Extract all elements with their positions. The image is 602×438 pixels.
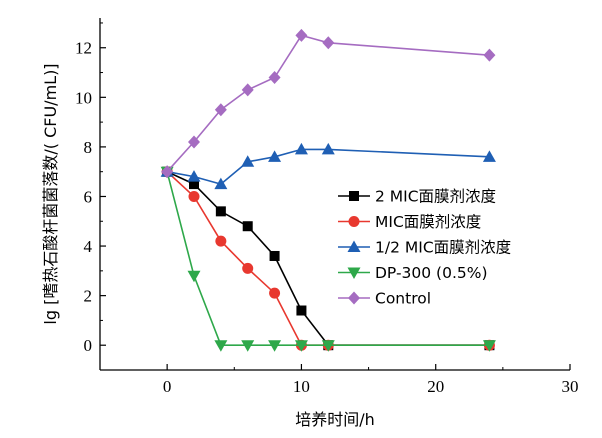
y-tick-label: 10	[75, 88, 92, 107]
data-point	[322, 36, 335, 50]
axes: 0 10 20 30 0 2 4 6 8 10 12	[75, 18, 579, 396]
data-point	[215, 235, 227, 247]
legend-item: 2 MIC面膜剂浓度	[338, 188, 496, 206]
legend-item: MIC面膜剂浓度	[338, 213, 481, 231]
data-point	[187, 270, 201, 283]
series-3	[160, 166, 496, 352]
y-tick-label: 6	[84, 187, 93, 206]
data-point	[296, 305, 307, 316]
legend-label: DP-300 (0.5%)	[375, 264, 488, 282]
series-line	[166, 171, 490, 347]
data-point	[214, 340, 228, 352]
data-point	[242, 221, 253, 232]
data-point	[242, 262, 254, 274]
x-tick-label: 30	[562, 377, 579, 396]
y-tick-label: 4	[84, 237, 93, 256]
legend-marker	[349, 191, 359, 201]
data-point	[483, 48, 496, 62]
x-tick-label: 0	[163, 377, 172, 396]
data-point	[241, 340, 255, 352]
data-point	[482, 340, 496, 352]
x-tick-label: 10	[293, 377, 310, 396]
y-tick-label: 8	[84, 138, 93, 157]
legend: 2 MIC面膜剂浓度 MIC面膜剂浓度 1/2 MIC面膜剂浓度 DP-300 (0.…	[338, 188, 511, 308]
data-point	[215, 206, 226, 217]
x-axis-label: 培养时间/h	[295, 410, 375, 429]
legend-marker	[347, 240, 361, 252]
data-point	[188, 135, 200, 149]
data-point	[321, 340, 335, 352]
legend-marker	[348, 216, 360, 227]
data-point	[241, 155, 255, 167]
data-point	[268, 70, 281, 84]
data-point	[161, 165, 174, 179]
y-tick-label: 12	[75, 39, 92, 58]
series-4	[161, 28, 496, 179]
legend-item: 1/2 MIC面膜剂浓度	[338, 239, 511, 257]
data-point	[214, 103, 227, 117]
series-2	[160, 142, 496, 190]
y-tick-label: 2	[84, 287, 93, 306]
data-point	[188, 190, 200, 202]
data-point	[294, 340, 308, 352]
series-layer	[160, 28, 496, 352]
data-point	[187, 170, 201, 182]
legend-label: MIC面膜剂浓度	[375, 213, 481, 231]
legend-marker	[347, 267, 361, 279]
data-point	[241, 83, 254, 97]
data-point	[268, 340, 282, 352]
legend-item: Control	[338, 290, 431, 308]
legend-item: DP-300 (0.5%)	[338, 264, 488, 282]
y-axis-label: lg [嗜热石酸杆菌菌落数/( CFU/mL)]	[41, 63, 60, 324]
data-point	[321, 142, 335, 155]
series-line	[166, 148, 490, 185]
x-tick-label: 20	[427, 377, 444, 396]
data-point	[294, 142, 308, 155]
data-point	[189, 179, 199, 190]
legend-label: 1/2 MIC面膜剂浓度	[375, 239, 511, 257]
data-point	[268, 150, 282, 162]
legend-marker	[348, 291, 360, 305]
legend-label: 2 MIC面膜剂浓度	[375, 188, 496, 206]
data-point	[214, 177, 228, 190]
data-point	[269, 250, 280, 261]
data-point	[295, 28, 308, 42]
data-point	[269, 287, 281, 299]
legend-label: Control	[375, 290, 431, 308]
y-tick-label: 0	[84, 336, 93, 355]
data-point	[482, 150, 496, 162]
